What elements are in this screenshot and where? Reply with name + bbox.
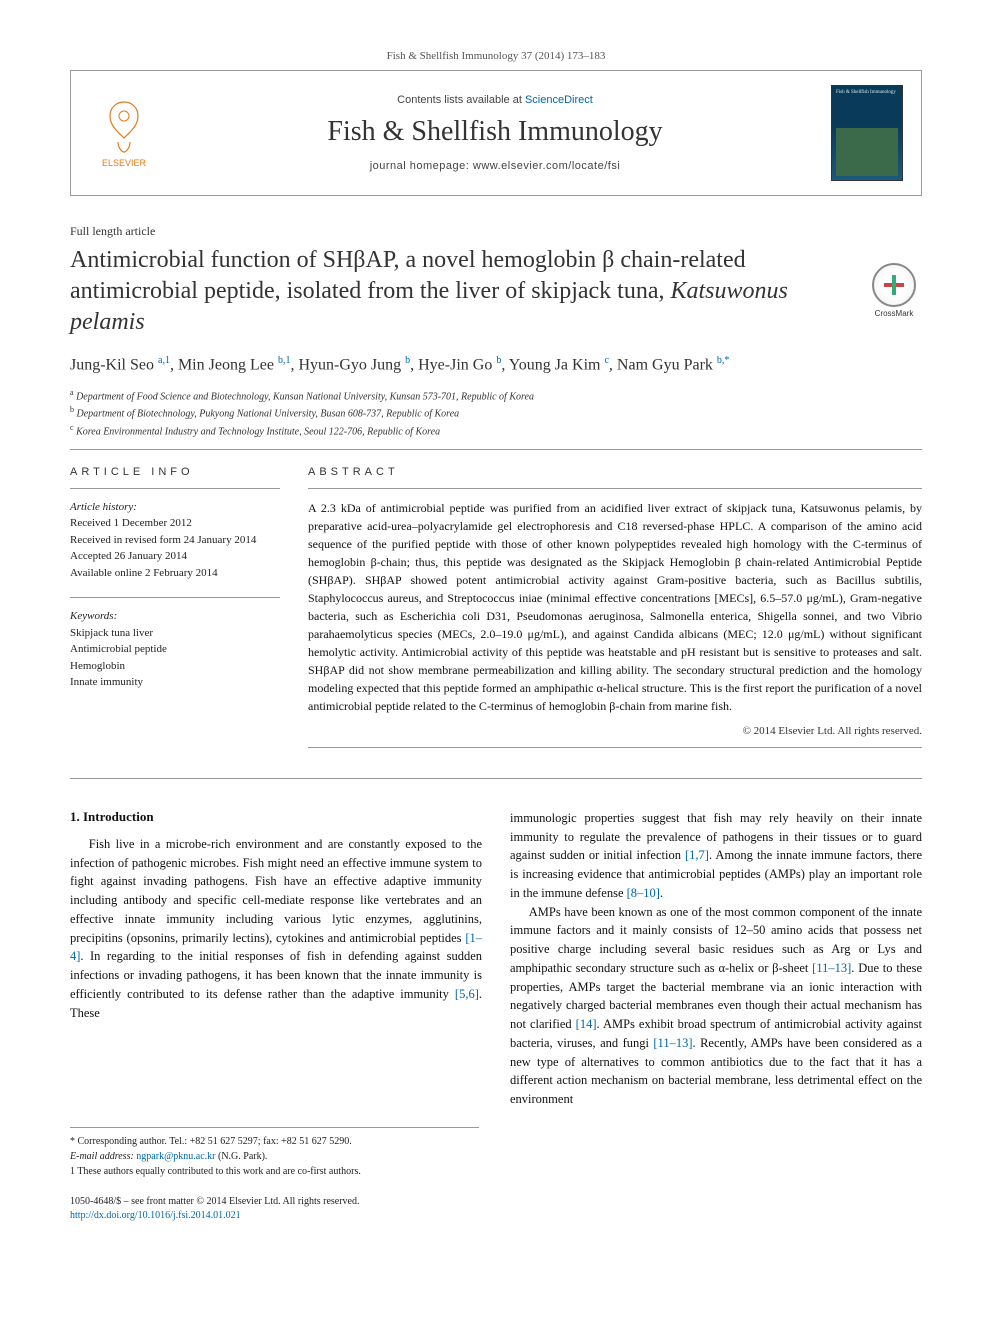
elsevier-logo: ELSEVIER: [89, 93, 159, 173]
crossmark-label: CrossMark: [875, 309, 914, 318]
keyword: Hemoglobin: [70, 658, 280, 675]
abstract-heading: ABSTRACT: [308, 466, 922, 478]
article-title: Antimicrobial function of SHβAP, a novel…: [70, 245, 922, 339]
body-column-left: 1. Introduction Fish live in a microbe-r…: [70, 809, 482, 1109]
author: Nam Gyu Park: [617, 356, 713, 373]
affiliations: a Department of Food Science and Biotech…: [70, 387, 922, 439]
citation-ref[interactable]: [5,6]: [455, 987, 479, 1001]
author: Hye-Jin Go: [418, 356, 492, 373]
divider: [70, 488, 280, 489]
homepage-url[interactable]: www.elsevier.com/locate/fsi: [473, 160, 620, 172]
keywords: Keywords: Skipjack tuna liver Antimicrob…: [70, 608, 280, 691]
article-type: Full length article: [70, 224, 922, 239]
cover-image: [836, 128, 898, 176]
citation-ref[interactable]: [8–10]: [627, 886, 660, 900]
journal-cover-thumbnail: Fish & Shellfish Immunology: [831, 85, 903, 181]
citation-bar: Fish & Shellfish Immunology 37 (2014) 17…: [70, 50, 922, 62]
citation-ref[interactable]: [14]: [576, 1017, 597, 1031]
footer: 1050-4648/$ – see front matter © 2014 El…: [70, 1195, 922, 1223]
crossmark-badge[interactable]: CrossMark: [866, 263, 922, 319]
keyword: Antimicrobial peptide: [70, 641, 280, 658]
author: Young Ja Kim: [509, 356, 601, 373]
body-paragraph: AMPs have been known as one of the most …: [510, 903, 922, 1109]
divider: [70, 778, 922, 779]
abstract-column: ABSTRACT A 2.3 kDa of antimicrobial pept…: [308, 466, 922, 758]
keywords-label: Keywords:: [70, 608, 280, 625]
section-heading: 1. Introduction: [70, 809, 482, 825]
history-accepted: Accepted 26 January 2014: [70, 548, 280, 565]
journal-homepage: journal homepage: www.elsevier.com/locat…: [159, 160, 831, 172]
author-affil: b: [405, 355, 410, 366]
journal-header: ELSEVIER Contents lists available at Sci…: [70, 70, 922, 196]
body-paragraph: immunologic properties suggest that fish…: [510, 809, 922, 903]
footnotes: * Corresponding author. Tel.: +82 51 627…: [70, 1127, 479, 1179]
doi-link[interactable]: http://dx.doi.org/10.1016/j.fsi.2014.01.…: [70, 1210, 241, 1221]
authors: Jung-Kil Seo a,1, Min Jeong Lee b,1, Hyu…: [70, 353, 922, 377]
email-suffix: (N.G. Park).: [215, 1151, 267, 1162]
email-link[interactable]: ngpark@pknu.ac.kr: [136, 1151, 215, 1162]
contents-available: Contents lists available at ScienceDirec…: [159, 94, 831, 106]
divider: [70, 449, 922, 450]
body-text: .: [660, 886, 663, 900]
affiliation: Department of Biotechnology, Pukyong Nat…: [77, 409, 460, 420]
contents-prefix: Contents lists available at: [397, 94, 525, 106]
cover-title: Fish & Shellfish Immunology: [832, 86, 902, 100]
history-label: Article history:: [70, 499, 280, 516]
email-label: E-mail address:: [70, 1151, 136, 1162]
title-text: Antimicrobial function of SHβAP, a novel…: [70, 247, 746, 304]
keyword: Skipjack tuna liver: [70, 625, 280, 642]
divider: [308, 488, 922, 489]
homepage-label: journal homepage:: [370, 160, 473, 172]
citation-ref[interactable]: [11–13]: [812, 961, 851, 975]
affiliation: Department of Food Science and Biotechno…: [76, 391, 534, 402]
sciencedirect-link[interactable]: ScienceDirect: [525, 94, 593, 106]
crossmark-icon: [872, 263, 916, 307]
journal-name: Fish & Shellfish Immunology: [159, 116, 831, 148]
abstract-copyright: © 2014 Elsevier Ltd. All rights reserved…: [308, 725, 922, 737]
elsevier-logo-text: ELSEVIER: [102, 158, 146, 168]
article-info-heading: ARTICLE INFO: [70, 466, 280, 478]
author: Min Jeong Lee: [178, 356, 274, 373]
body-text: Fish live in a microbe-rich environment …: [70, 837, 482, 945]
affiliation: Korea Environmental Industry and Technol…: [76, 426, 440, 437]
author-affil: a,1: [158, 355, 170, 366]
corresponding-author: * Corresponding author. Tel.: +82 51 627…: [70, 1134, 479, 1149]
author-affil: c: [604, 355, 608, 366]
issn-copyright: 1050-4648/$ – see front matter © 2014 El…: [70, 1195, 922, 1209]
citation-ref[interactable]: [11–13]: [653, 1036, 692, 1050]
history-online: Available online 2 February 2014: [70, 565, 280, 582]
abstract-text: A 2.3 kDa of antimicrobial peptide was p…: [308, 499, 922, 715]
author-affil: b: [496, 355, 501, 366]
equal-contribution: 1 These authors equally contributed to t…: [70, 1164, 479, 1179]
divider: [308, 747, 922, 748]
history-received: Received 1 December 2012: [70, 515, 280, 532]
author: Jung-Kil Seo: [70, 356, 154, 373]
body-columns: 1. Introduction Fish live in a microbe-r…: [70, 809, 922, 1109]
body-column-right: immunologic properties suggest that fish…: [510, 809, 922, 1109]
author-affil: b,*: [717, 355, 730, 366]
body-paragraph: Fish live in a microbe-rich environment …: [70, 835, 482, 1023]
article-history: Article history: Received 1 December 201…: [70, 499, 280, 582]
article-info-column: ARTICLE INFO Article history: Received 1…: [70, 466, 280, 758]
author: Hyun-Gyo Jung: [298, 356, 401, 373]
body-text: . In regarding to the initial responses …: [70, 949, 482, 1001]
keyword: Innate immunity: [70, 674, 280, 691]
citation-ref[interactable]: [1,7]: [685, 848, 709, 862]
divider: [70, 597, 280, 598]
author-affil: b,1: [278, 355, 291, 366]
history-revised: Received in revised form 24 January 2014: [70, 532, 280, 549]
